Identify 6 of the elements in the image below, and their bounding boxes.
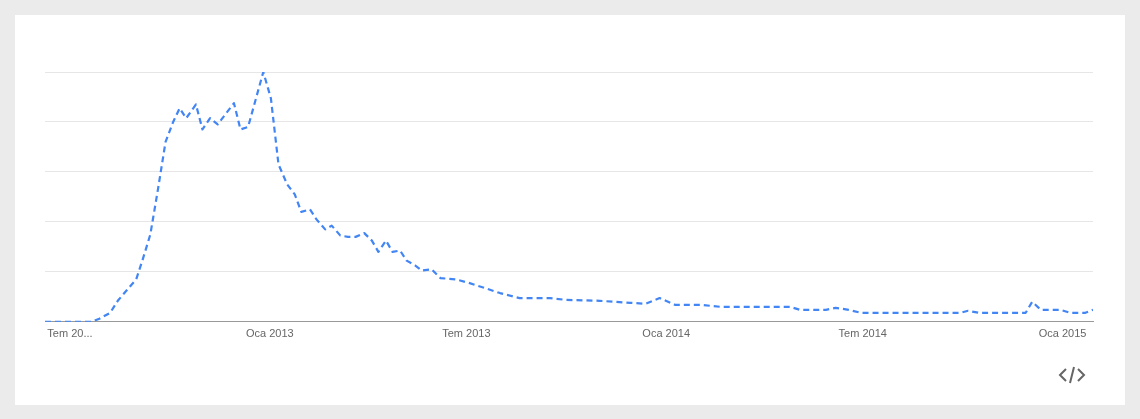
x-tick-label: Oca 2013: [245, 327, 294, 340]
x-tick-label: Tem 20...: [47, 327, 93, 340]
x-tick-label: Tem 2013: [442, 327, 491, 340]
x-tick-label: Oca 2015: [1038, 327, 1087, 340]
x-tick-label: Oca 2014: [642, 327, 691, 340]
x-tick-label: Tem 2014: [838, 327, 887, 340]
